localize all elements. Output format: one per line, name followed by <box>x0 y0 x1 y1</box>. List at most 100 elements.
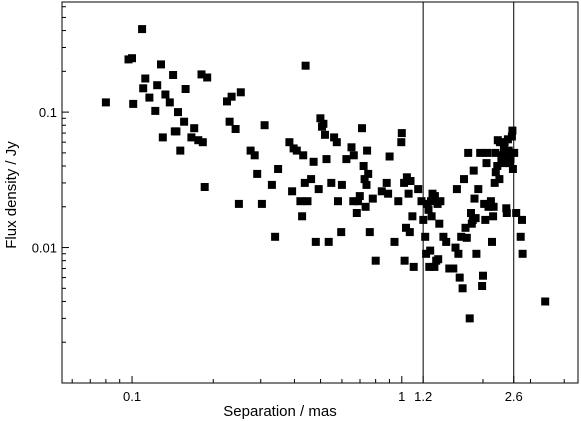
data-point <box>349 197 358 206</box>
data-point <box>301 61 310 70</box>
data-point <box>354 197 362 206</box>
data-point <box>180 117 189 126</box>
data-point <box>464 148 473 157</box>
data-point <box>472 249 481 258</box>
data-point <box>288 187 297 196</box>
data-point <box>139 84 148 93</box>
data-point <box>246 146 255 155</box>
data-point <box>169 71 178 79</box>
data-point <box>488 237 496 246</box>
data-point <box>434 255 443 264</box>
data-point <box>417 197 426 206</box>
data-point <box>309 157 318 166</box>
data-point <box>508 126 517 135</box>
data-point <box>382 178 391 187</box>
data-point <box>362 180 371 189</box>
data-point <box>321 130 329 139</box>
data-point <box>409 262 418 271</box>
data-point <box>145 93 154 102</box>
data-point <box>200 183 209 191</box>
data-point <box>489 202 498 211</box>
data-point <box>296 197 305 206</box>
data-point <box>253 169 262 178</box>
data-point <box>257 199 266 208</box>
data-point <box>507 132 516 141</box>
data-point <box>194 136 203 145</box>
reference-lines <box>422 2 515 383</box>
data-point <box>334 197 342 206</box>
data-point <box>461 223 470 232</box>
data-point <box>198 138 207 147</box>
data-point <box>292 146 301 155</box>
data-point <box>384 189 393 198</box>
data-point <box>406 177 415 185</box>
data-point <box>481 215 490 224</box>
data-point <box>491 148 500 157</box>
data-point <box>427 197 435 206</box>
data-point <box>337 180 346 189</box>
data-point <box>404 189 413 198</box>
data-point <box>457 232 466 241</box>
data-point <box>469 166 478 175</box>
data-point <box>371 256 380 265</box>
data-point <box>408 212 417 221</box>
data-point <box>227 92 236 101</box>
data-point <box>319 119 328 128</box>
data-point <box>424 205 433 214</box>
data-point <box>153 81 162 90</box>
data-point <box>455 273 464 282</box>
data-point <box>489 212 498 221</box>
data-point <box>425 262 434 271</box>
data-point <box>285 138 294 147</box>
data-point <box>390 237 399 246</box>
data-point <box>467 209 475 217</box>
y-axis-label: Flux density / Jy <box>3 141 20 249</box>
data-point <box>449 264 458 273</box>
data-point <box>419 215 428 224</box>
data-point <box>414 185 423 194</box>
data-point <box>203 73 212 82</box>
data-point <box>176 146 185 155</box>
data-point <box>518 215 526 224</box>
data-point <box>299 151 308 160</box>
data-point <box>430 262 439 271</box>
data-point <box>274 165 283 173</box>
data-point <box>474 185 483 194</box>
data-point <box>436 197 445 206</box>
data-point <box>508 165 517 173</box>
data-point <box>355 192 364 201</box>
data-point <box>327 178 336 187</box>
data-point <box>138 25 147 34</box>
data-point <box>361 202 370 211</box>
data-point <box>303 197 312 206</box>
data-point <box>300 178 309 187</box>
data-point <box>352 209 361 217</box>
data-point <box>442 237 451 246</box>
data-point <box>435 219 444 228</box>
data-point <box>512 209 521 217</box>
data-point <box>363 146 372 155</box>
data-point <box>101 98 110 107</box>
data-point <box>360 175 369 184</box>
data-point <box>322 155 331 164</box>
data-point <box>129 99 138 108</box>
data-point <box>495 138 504 147</box>
data-point <box>502 204 511 213</box>
data-point <box>541 297 550 306</box>
data-point <box>234 199 243 208</box>
data-point <box>250 151 259 160</box>
data-point <box>476 148 485 157</box>
data-point <box>397 138 406 147</box>
data-point <box>330 133 339 142</box>
data-point <box>510 148 519 157</box>
data-point <box>516 232 525 241</box>
data-point <box>504 146 513 155</box>
data-point <box>342 155 351 164</box>
data-point <box>359 162 368 170</box>
data-point <box>165 98 174 107</box>
data-point <box>223 97 231 106</box>
data-point <box>332 138 341 147</box>
data-point <box>181 85 190 93</box>
data-point <box>491 168 500 177</box>
